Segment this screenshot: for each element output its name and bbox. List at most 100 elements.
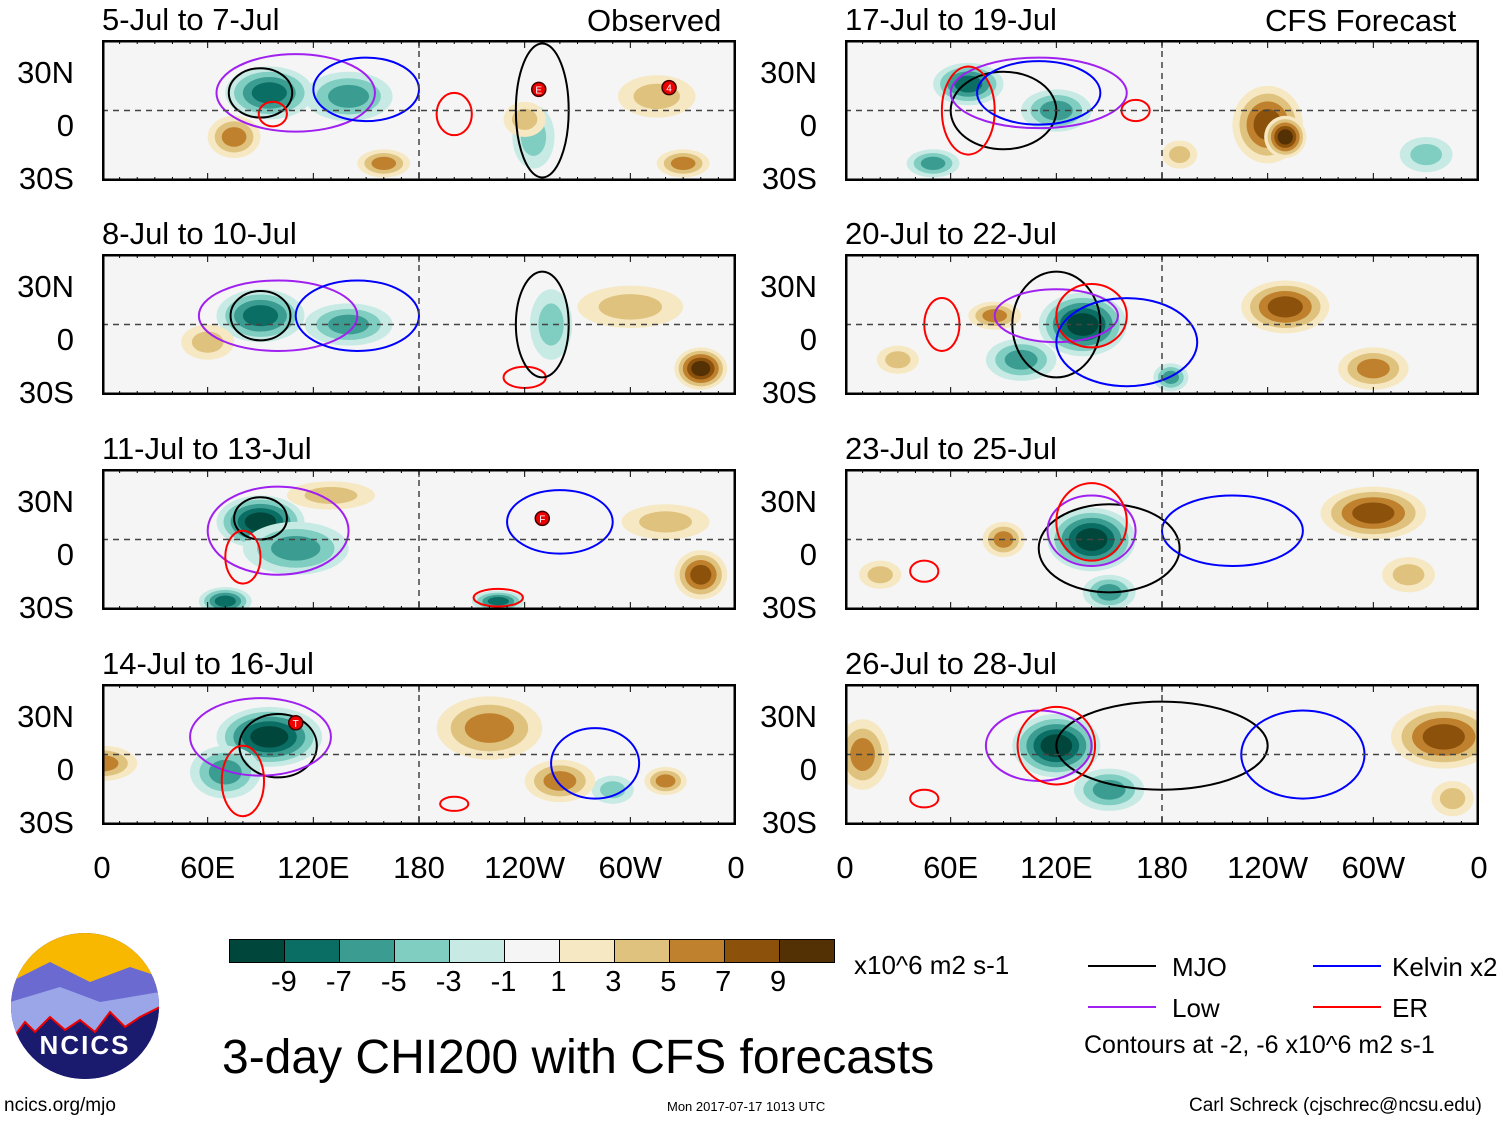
y-axis-label: 0 [799,322,817,357]
er-contour [435,91,473,137]
storm-label: 4 [666,84,672,95]
legend-low: Low [1172,993,1220,1023]
map-panel: T [102,684,736,825]
anomaly-shading [885,351,911,369]
y-axis-label: 0 [56,322,74,357]
colorbar-swatch [780,940,834,962]
er-contour [220,744,266,818]
colorbar-swatch [670,940,725,962]
anomaly-shading [1422,724,1465,750]
colorbar-swatch [725,940,780,962]
y-axis-label: 30S [761,590,817,625]
er-contour [1055,482,1128,562]
anomaly-shading [1410,143,1443,166]
y-axis-label: 30N [760,55,817,90]
storm-icon[interactable]: F [534,510,551,527]
anomaly-shading [1277,129,1293,145]
logo-text: NCICS [40,1030,131,1060]
x-axis-label: 120E [277,850,350,885]
er-contour [1016,705,1097,786]
anomaly-shading [543,771,577,791]
y-axis-label: 30N [760,269,817,304]
anomaly-shading [598,294,663,320]
map-panel [845,469,1479,610]
y-axis-label: 30S [18,590,74,625]
y-axis-label: 0 [799,108,817,143]
map-panel [845,684,1479,825]
colorbar-swatch [615,940,670,962]
colorbar-label: -9 [271,966,297,998]
mjo-contour [1037,503,1181,594]
panel-title: 11-Jul to 13-Jul [102,431,312,466]
y-axis-label: 30S [761,161,817,196]
er-contour [439,795,470,812]
storm-icon[interactable]: 4 [661,79,677,96]
kelvin-contour [976,60,1102,126]
colorbar-label: 3 [605,966,622,998]
footer-timestamp: Mon 2017-07-17 1013 UTC [667,1099,826,1114]
colorbar-label: 1 [550,966,567,998]
colorbar-swatch [285,940,340,962]
colorbar-swatch [560,940,615,962]
y-axis-label: 30S [18,805,74,840]
panel-title: 5-Jul to 7-Jul [102,2,280,37]
y-axis-label: 30S [761,375,817,410]
x-axis-label: 0 [93,850,111,885]
kelvin-contour [294,279,421,352]
anomaly-shading [304,486,358,504]
er-contour [224,529,262,585]
er-contour [909,559,940,583]
low-contour [197,279,359,352]
mjo-contour [1055,700,1269,791]
low-contour [949,56,1128,130]
anomaly-shading [251,82,287,104]
anomaly-shading [271,535,321,561]
colorbar-label: -3 [435,966,462,998]
kelvin-contour [550,727,641,800]
low-contour [206,485,350,576]
anomaly-shading [214,595,236,607]
map-panel: F [102,469,736,610]
x-axis-label: 60W [1341,850,1406,885]
anomaly-shading [670,156,696,170]
anomaly-shading [691,360,711,377]
storm-icon[interactable]: E [531,81,547,98]
er-contour [909,788,940,809]
y-axis-label: 30N [17,699,74,734]
colorbar-label: -7 [325,966,352,998]
low-line-icon [1088,1006,1156,1008]
storm-label: T [293,719,299,730]
x-axis-label: 60W [598,850,663,885]
map-panel [845,40,1479,181]
storm-icon[interactable]: T [287,715,304,731]
forecast-header: CFS Forecast [1265,3,1457,38]
colorbar [229,939,835,963]
y-axis-label: 0 [56,537,74,572]
colorbar-swatch [340,940,395,962]
anomaly-shading [639,511,692,533]
mjo-contour [227,67,294,119]
colorbar-label: -1 [490,966,517,998]
colorbar-swatch [230,940,285,962]
y-axis-label: 30N [17,269,74,304]
kelvin-line-icon [1313,965,1381,967]
anomaly-shading [1267,296,1303,318]
kelvin-contour [506,489,614,555]
footer-url[interactable]: ncics.org/mjo [4,1095,116,1116]
y-axis-label: 0 [56,752,74,787]
y-axis-label: 30N [17,484,74,519]
anomaly-shading [250,726,289,748]
colorbar-label: 5 [660,966,677,998]
er-line-icon [1313,1006,1381,1008]
x-axis-label: 0 [1470,850,1488,885]
anomaly-shading [1392,564,1425,586]
anomaly-shading [1066,313,1099,336]
panel-title: 20-Jul to 22-Jul [845,216,1057,251]
colorbar-swatch [450,940,505,962]
colorbar-swatch [505,940,560,962]
anomaly-shading [690,564,712,585]
y-axis-label: 30S [18,161,74,196]
legend-kelvin: Kelvin x2 [1392,952,1498,982]
anomaly-shading [655,774,676,788]
anomaly-shading [328,84,370,108]
